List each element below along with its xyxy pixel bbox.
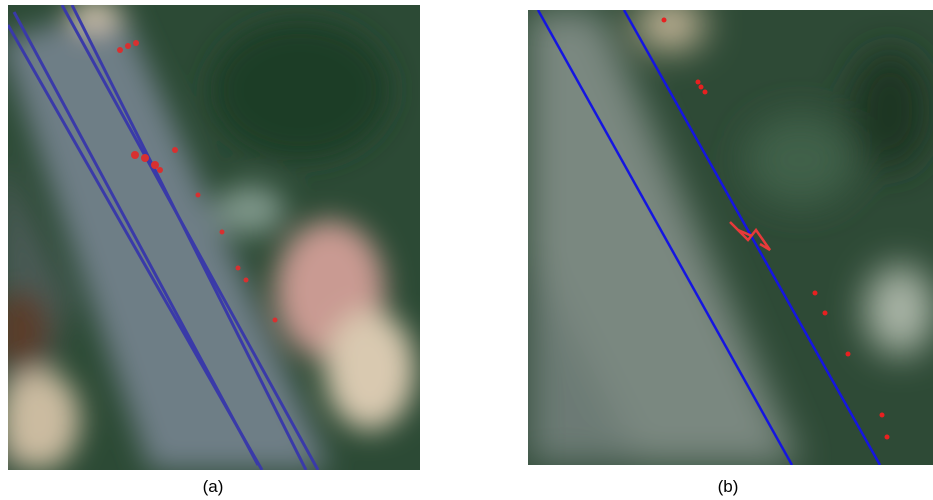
caption: (b) (718, 477, 739, 496)
panel-a-image (0, 0, 420, 470)
figure: (a) (b) (0, 0, 933, 500)
panel-b-image (528, 0, 933, 465)
caption: (a) (203, 477, 224, 496)
